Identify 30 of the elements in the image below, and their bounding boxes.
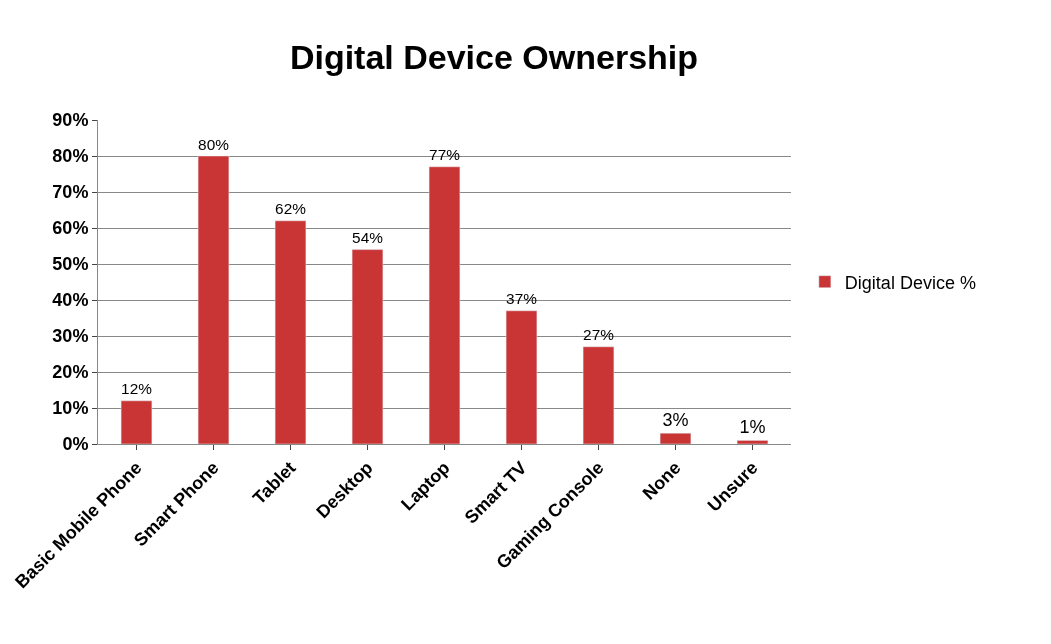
legend-label: Digital Device % — [844, 272, 976, 293]
y-tick-label: 90% — [52, 110, 89, 131]
bar — [428, 166, 461, 444]
bar — [120, 400, 153, 444]
data-label: 12% — [121, 380, 153, 398]
y-tick-label: 30% — [52, 326, 89, 347]
data-label: 27% — [583, 326, 615, 344]
y-tick-label: 80% — [52, 146, 89, 167]
bar — [505, 310, 538, 444]
chart-title: Digital Device Ownership — [289, 37, 699, 76]
data-label: 37% — [506, 290, 538, 308]
data-label: 54% — [352, 229, 384, 247]
bar — [582, 346, 615, 444]
data-label: 77% — [429, 146, 461, 164]
bar — [736, 440, 769, 444]
bar — [351, 249, 384, 444]
y-tick-label: 0% — [62, 434, 89, 455]
y-tick-label: 10% — [52, 398, 89, 419]
y-tick-label: 20% — [52, 362, 89, 383]
bar — [197, 155, 230, 444]
bar — [274, 220, 307, 444]
data-label: 1% — [739, 417, 766, 438]
y-tick-label: 60% — [52, 218, 89, 239]
data-label: 62% — [275, 200, 307, 218]
y-tick-label: 40% — [52, 290, 89, 311]
y-tick-label: 50% — [52, 254, 89, 275]
y-tick-label: 70% — [52, 182, 89, 203]
data-label: 80% — [198, 135, 230, 153]
data-label: 3% — [662, 410, 689, 431]
bar — [659, 432, 692, 444]
